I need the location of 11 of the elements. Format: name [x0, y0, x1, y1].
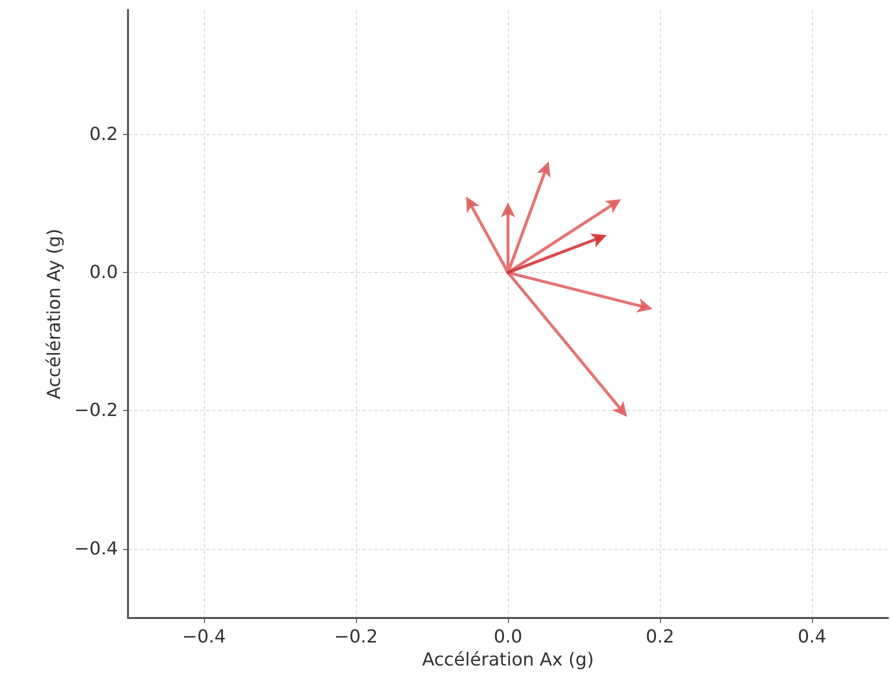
- x-tick-label: 0.2: [646, 626, 674, 648]
- x-tick-label: −0.4: [182, 626, 226, 648]
- y-tick-label: 0.0: [89, 262, 118, 284]
- x-tick-label: 0.0: [494, 626, 522, 648]
- y-tick-label: −0.2: [74, 400, 118, 422]
- x-tick-label: −0.2: [334, 626, 378, 648]
- y-tick-label: −0.4: [74, 538, 118, 560]
- x-axis-title: Accélération Ax (g): [422, 649, 594, 670]
- y-axis-title: Accélération Ay (g): [44, 228, 65, 400]
- y-tick-label: 0.2: [89, 124, 118, 145]
- x-tick-label: 0.4: [798, 626, 826, 648]
